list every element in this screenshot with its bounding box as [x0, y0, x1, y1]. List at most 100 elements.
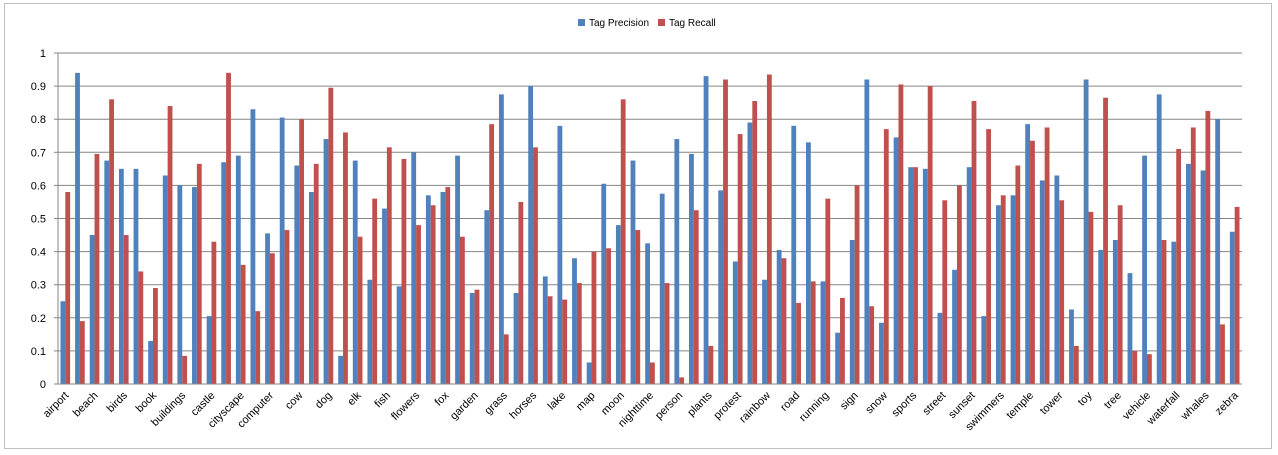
- bar-chart: Tag Precision Tag Recall 0 0.1 0.2 0.3 0.4 0.5…: [31, 18, 1242, 433]
- x-tick-label: whales: [1178, 389, 1212, 423]
- x-tick-label: flowers: [389, 389, 422, 422]
- x-tick-label: plants: [685, 389, 715, 419]
- bar-precision: [1025, 124, 1031, 384]
- bar-precision: [762, 279, 767, 384]
- bar-precision: [615, 225, 621, 384]
- bar-precision: [1083, 79, 1089, 384]
- x-tick-label: horses: [507, 389, 539, 421]
- y-tick-label: 0.8: [31, 114, 46, 126]
- bar-recall: [840, 297, 845, 384]
- bar-recall: [956, 185, 962, 384]
- bar-recall: [1220, 324, 1225, 384]
- bar-recall: [1234, 206, 1240, 384]
- bar-precision: [235, 155, 241, 384]
- bar-recall: [562, 299, 568, 384]
- bar-recall: [1132, 350, 1138, 384]
- y-tick-label: 0.7: [31, 147, 46, 159]
- bar-precision: [1069, 309, 1074, 384]
- bar-precision: [674, 139, 680, 384]
- bar-recall: [123, 235, 129, 384]
- bar-recall: [459, 236, 465, 384]
- x-tick-label: tower: [1038, 389, 1066, 417]
- bar-precision: [659, 193, 665, 384]
- bar-precision: [1127, 273, 1133, 384]
- bar-recall: [591, 251, 597, 384]
- bar-recall: [196, 163, 202, 384]
- legend-label: Tag Recall: [669, 18, 716, 29]
- bar-recall: [401, 158, 407, 384]
- y-tick-label: 0.3: [31, 280, 46, 292]
- bar-recall: [810, 281, 816, 384]
- bar-recall: [883, 129, 889, 384]
- x-tick-label: zebra: [1213, 389, 1242, 418]
- bar-recall: [153, 288, 158, 384]
- y-tick-label: 0.5: [31, 214, 46, 226]
- bar-precision: [499, 94, 504, 385]
- bar-precision: [952, 269, 957, 384]
- x-tick-label: garden: [448, 390, 481, 423]
- bar-recall: [1103, 97, 1108, 384]
- bar-precision: [995, 205, 1001, 384]
- bar-recall: [211, 241, 217, 384]
- x-tick-label: road: [778, 390, 802, 414]
- bar-recall: [737, 134, 743, 384]
- legend-label: Tag Precision: [589, 18, 649, 29]
- x-tick-label: lake: [546, 390, 569, 413]
- bar-recall: [752, 101, 758, 384]
- bar-recall: [167, 105, 173, 385]
- bar-precision: [528, 86, 534, 384]
- bar-recall: [708, 345, 714, 384]
- bar-recall: [606, 248, 611, 384]
- bar-precision: [966, 167, 972, 384]
- bar-recall: [299, 119, 305, 384]
- bar-precision: [1112, 240, 1118, 384]
- bar-precision: [1186, 163, 1191, 384]
- bar-precision: [294, 165, 300, 384]
- bar-recall: [1015, 165, 1021, 384]
- bar-recall: [693, 210, 699, 384]
- legend: Tag Precision Tag Recall: [578, 18, 716, 29]
- bar-precision: [572, 258, 577, 384]
- bar-precision: [586, 362, 592, 384]
- x-tick-label: map: [574, 390, 598, 414]
- bar-precision: [75, 72, 80, 385]
- bar-recall: [650, 362, 655, 384]
- bar-recall: [781, 258, 787, 384]
- bar-precision: [1156, 94, 1162, 385]
- bar-recall: [942, 200, 948, 384]
- bar-precision: [981, 316, 987, 384]
- bar-recall: [284, 230, 290, 384]
- bar-recall: [723, 79, 728, 384]
- bar-recall: [533, 147, 538, 384]
- bar-recall: [226, 72, 231, 385]
- x-tick-label: person: [653, 390, 685, 422]
- bar-recall: [1059, 200, 1065, 384]
- bar-precision: [148, 340, 154, 384]
- bar-precision: [308, 192, 314, 384]
- bar-recall: [343, 132, 348, 384]
- x-tick-label: airport: [41, 390, 72, 421]
- bar-recall: [986, 129, 992, 384]
- chart-frame: Tag Precision Tag Recall 0 0.1 0.2 0.3 0.4 0.5…: [4, 3, 1272, 449]
- bars: [60, 72, 1240, 385]
- x-tick-label: dog: [313, 390, 334, 411]
- x-tick-label: sign: [838, 390, 861, 413]
- bar-recall: [679, 377, 685, 384]
- bar-precision: [338, 355, 344, 384]
- bar-recall: [913, 167, 918, 384]
- bar-recall: [94, 153, 100, 384]
- bar-recall: [664, 283, 670, 384]
- bar-precision: [484, 210, 490, 384]
- bar-precision: [206, 316, 212, 384]
- x-tick-label: sports: [890, 389, 920, 419]
- bar-precision: [118, 168, 124, 384]
- bar-recall: [518, 201, 524, 384]
- bar-precision: [1229, 231, 1235, 384]
- x-tick-label: snow: [863, 390, 890, 417]
- bar-precision: [557, 125, 563, 384]
- bar-recall: [635, 230, 641, 384]
- bar-precision: [440, 192, 446, 384]
- bar-precision: [221, 162, 227, 384]
- bar-recall: [182, 355, 188, 384]
